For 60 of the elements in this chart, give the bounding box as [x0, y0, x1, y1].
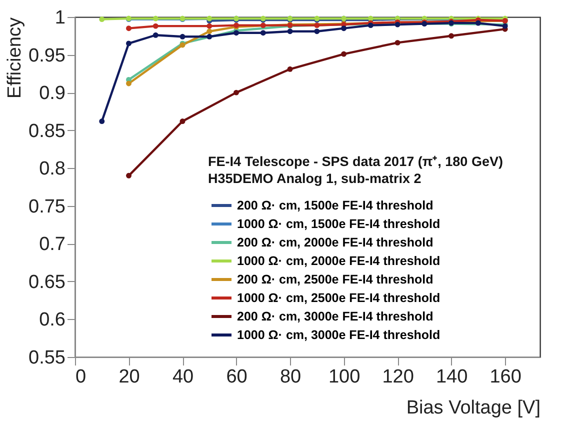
- x-tick-label: 120: [382, 366, 414, 388]
- x-axis-title: Bias Voltage [V]: [406, 398, 540, 418]
- legend-label: 1000 Ω· cm, 1500e FE-I4 threshold: [237, 217, 440, 231]
- x-tick-label: 60: [226, 366, 248, 388]
- point: [341, 51, 347, 57]
- point: [234, 30, 240, 36]
- annotation: FE-I4 Telescope - SPS data 2017 (π⁺, 180 GeV): [208, 154, 503, 169]
- point: [341, 26, 347, 32]
- point: [206, 16, 212, 22]
- point: [206, 34, 212, 40]
- legend-label: 1000 Ω· cm, 2000e FE-I4 threshold: [237, 254, 440, 268]
- y-axis-title: Efficiency: [4, 17, 26, 98]
- annotation: H35DEMO Analog 1, sub-matrix 2: [208, 171, 422, 186]
- x-tick-label: 40: [172, 366, 194, 388]
- x-tick-label: 80: [280, 366, 302, 388]
- y-tick-label: 0.7: [39, 234, 66, 256]
- legend-label: 1000 Ω· cm, 3000e FE-I4 threshold: [237, 328, 440, 342]
- legend-label: 200 Ω· cm, 2500e FE-I4 threshold: [237, 272, 434, 286]
- x-tick-label: 100: [328, 366, 360, 388]
- y-tick-label: 0.85: [28, 120, 66, 142]
- point: [152, 32, 158, 38]
- y-tick-label: 0.75: [28, 196, 66, 218]
- y-tick-label: 1: [54, 8, 66, 28]
- point: [448, 33, 454, 39]
- point: [475, 20, 481, 26]
- point: [126, 172, 132, 178]
- point: [287, 28, 293, 34]
- point: [394, 40, 400, 46]
- point: [126, 80, 132, 86]
- point: [152, 23, 158, 29]
- y-tick-label: 0.95: [28, 45, 66, 66]
- legend-label: 1000 Ω· cm, 2500e FE-I4 threshold: [237, 291, 440, 305]
- point: [180, 118, 186, 124]
- point: [260, 22, 266, 28]
- point: [260, 30, 266, 36]
- y-tick-label: 0.6: [39, 310, 66, 331]
- point: [368, 22, 374, 28]
- point: [234, 90, 240, 96]
- y-tick-label: 0.8: [39, 158, 66, 180]
- y-tick-label: 0.55: [28, 348, 66, 368]
- point: [314, 22, 320, 28]
- y-tick-label: 0.65: [28, 272, 66, 293]
- point: [152, 16, 158, 22]
- point: [287, 66, 293, 72]
- legend-label: 200 Ω· cm, 3000e FE-I4 threshold: [237, 310, 434, 324]
- y-tick-label: 0.9: [39, 83, 66, 104]
- legend-label: 200 Ω· cm, 1500e FE-I4 threshold: [237, 198, 434, 212]
- point: [206, 23, 212, 29]
- x-tick-label: 160: [490, 366, 522, 388]
- point: [314, 28, 320, 34]
- point: [180, 34, 186, 40]
- point: [99, 16, 105, 22]
- point: [126, 26, 132, 32]
- point: [99, 118, 105, 124]
- point: [126, 40, 132, 46]
- x-tick-label: 20: [118, 366, 140, 388]
- x-tick-label: 140: [436, 366, 468, 388]
- x-tick-label: 0: [76, 366, 86, 388]
- point: [206, 28, 212, 34]
- legend-label: 200 Ω· cm, 2000e FE-I4 threshold: [237, 236, 434, 250]
